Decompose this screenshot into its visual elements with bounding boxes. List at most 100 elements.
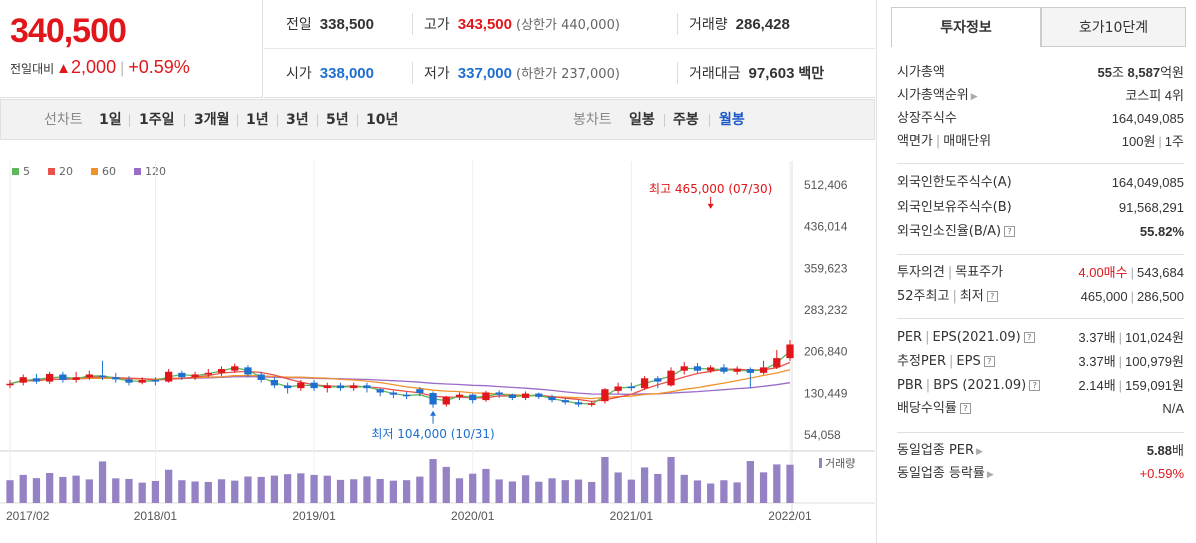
divider [412,62,413,84]
market-rank-label[interactable]: 시가총액순위 ▶ [897,85,978,108]
candle-body [455,394,464,397]
low-label: 저가 [424,66,450,82]
separator: | [925,330,930,345]
volume-bar [350,479,358,503]
legend-swatch [12,168,19,175]
per-row: PER | EPS(2021.09)? 3.37배 | 101,024원 [897,327,1184,349]
period-1d-button[interactable]: 1일 [99,112,122,128]
candle-body [786,344,794,359]
candle-body [257,374,265,380]
separator: | [1130,265,1134,280]
candle-weekly-button[interactable]: 주봉 [673,112,699,128]
candle-body [402,394,411,397]
foreign-hold-value: 91,568,291 [1118,200,1184,215]
volume-bar [323,475,331,503]
candle-body [336,385,345,389]
candle-monthly-button[interactable]: 월봉 [719,112,745,128]
volume-bar [588,481,596,503]
period-3y-button[interactable]: 3년 [286,112,309,128]
period-3m-button[interactable]: 3개월 [194,112,230,128]
period-5y-button[interactable]: 5년 [326,112,349,128]
help-icon[interactable]: ? [959,403,971,414]
low-value: 337,000 [457,65,512,82]
amount-unit: 백만 [798,66,825,82]
y-tick-label: 359,623 [804,261,848,275]
opinion-label: 투자의견 | 목표주가 [897,262,1003,284]
foreign-limit-row: 외국인한도주식수(A) 164,049,085 [897,172,1184,194]
candle-body [72,377,80,380]
amount-value: 97,603 [748,65,795,82]
trade-amount: 거래대금 97,603 백만 [689,49,824,98]
sector-change-number: +0.59% [1139,466,1184,481]
candles [6,340,794,408]
y-tick-label: 54,058 [804,428,841,442]
help-icon[interactable]: ? [1029,380,1041,391]
candle-body [561,400,569,403]
tab-orderbook[interactable]: 호가10단계 [1041,7,1186,47]
volume-bar [442,466,450,503]
foreign-limit-label: 외국인한도주식수(A) [897,175,1012,190]
face-value-row: 액면가 | 매매단위 100원 | 1주 [897,131,1184,153]
candle-body [363,385,371,389]
candle-body [548,396,556,401]
period-1y-button[interactable]: 1년 [246,112,269,128]
volume-bar [257,476,265,503]
y-tick-label: 130,449 [804,386,848,400]
volume-bar [429,459,437,503]
quote-grid: 전일 338,500 고가 343,500 (상한가 440,000) 거래량 286,… [264,0,875,98]
candle-body [151,379,160,382]
help-icon[interactable]: ? [1023,332,1035,343]
volume-bar [59,476,67,503]
low-arrow-icon [430,410,437,416]
opinion-text: 투자의견 [897,265,945,280]
y-tick-label: 436,014 [804,220,848,234]
candle-body [693,366,702,371]
high-price: 고가 343,500 (상한가 440,000) [424,0,620,49]
help-icon[interactable]: ? [1004,226,1016,237]
volume-bar [19,474,27,503]
volume-bar [786,464,794,503]
volume-bar [720,480,728,503]
y-tick-label: 206,840 [804,345,848,359]
w52-value: 465,000 | 286,500 [1081,286,1184,308]
divider [317,114,318,127]
candle-daily-button[interactable]: 일봉 [629,112,655,128]
tab-invest-info[interactable]: 투자정보 [891,7,1041,47]
candle-body [773,358,781,368]
divider [237,114,238,127]
help-icon[interactable]: ? [983,356,995,367]
trade-unit-label: 매매단위 [943,134,992,149]
volume-bar [548,478,556,503]
candle-body [601,389,609,402]
sector-per-label[interactable]: 동일업종 PER ▶ [897,440,983,463]
volume-bar [85,479,93,503]
candle-body [46,373,54,382]
x-tick-label: 2020/01 [451,509,495,523]
volume-bar [667,457,675,503]
divider [709,114,710,127]
face-value-label: 액면가 | 매매단위 [897,131,991,153]
market-rank-value: 코스피 4위 [1125,88,1184,103]
volume: 거래량 286,428 [689,0,790,49]
help-icon[interactable]: ? [986,291,998,302]
sector-per-unit: 배 [1172,443,1184,458]
quote-row-1: 전일 338,500 고가 343,500 (상한가 440,000) 거래량 286,… [264,0,875,49]
candle-body [746,369,754,373]
separator: | [1118,330,1123,345]
sector-change-label[interactable]: 동일업종 등락률 ▶ [897,463,994,486]
prev-close: 전일 338,500 [286,0,374,49]
period-10y-button[interactable]: 10년 [366,112,399,128]
period-1w-button[interactable]: 1주일 [139,112,175,128]
open-label: 시가 [286,66,312,82]
section-divider [897,318,1184,319]
candle-body [640,378,649,389]
volume-bar [32,478,41,503]
legend-label: 20 [59,165,73,178]
volume-bar [151,480,160,503]
high-label: 고가 [424,17,450,33]
separator: | [1118,378,1123,393]
shares-label: 상장주식수 [897,111,957,126]
candle-body [535,393,543,397]
sector-change-row: 동일업종 등락률 ▶ +0.59% [897,463,1184,485]
est-per-row: 추정PER | EPS? 3.37배 | 100,979원 [897,351,1184,373]
